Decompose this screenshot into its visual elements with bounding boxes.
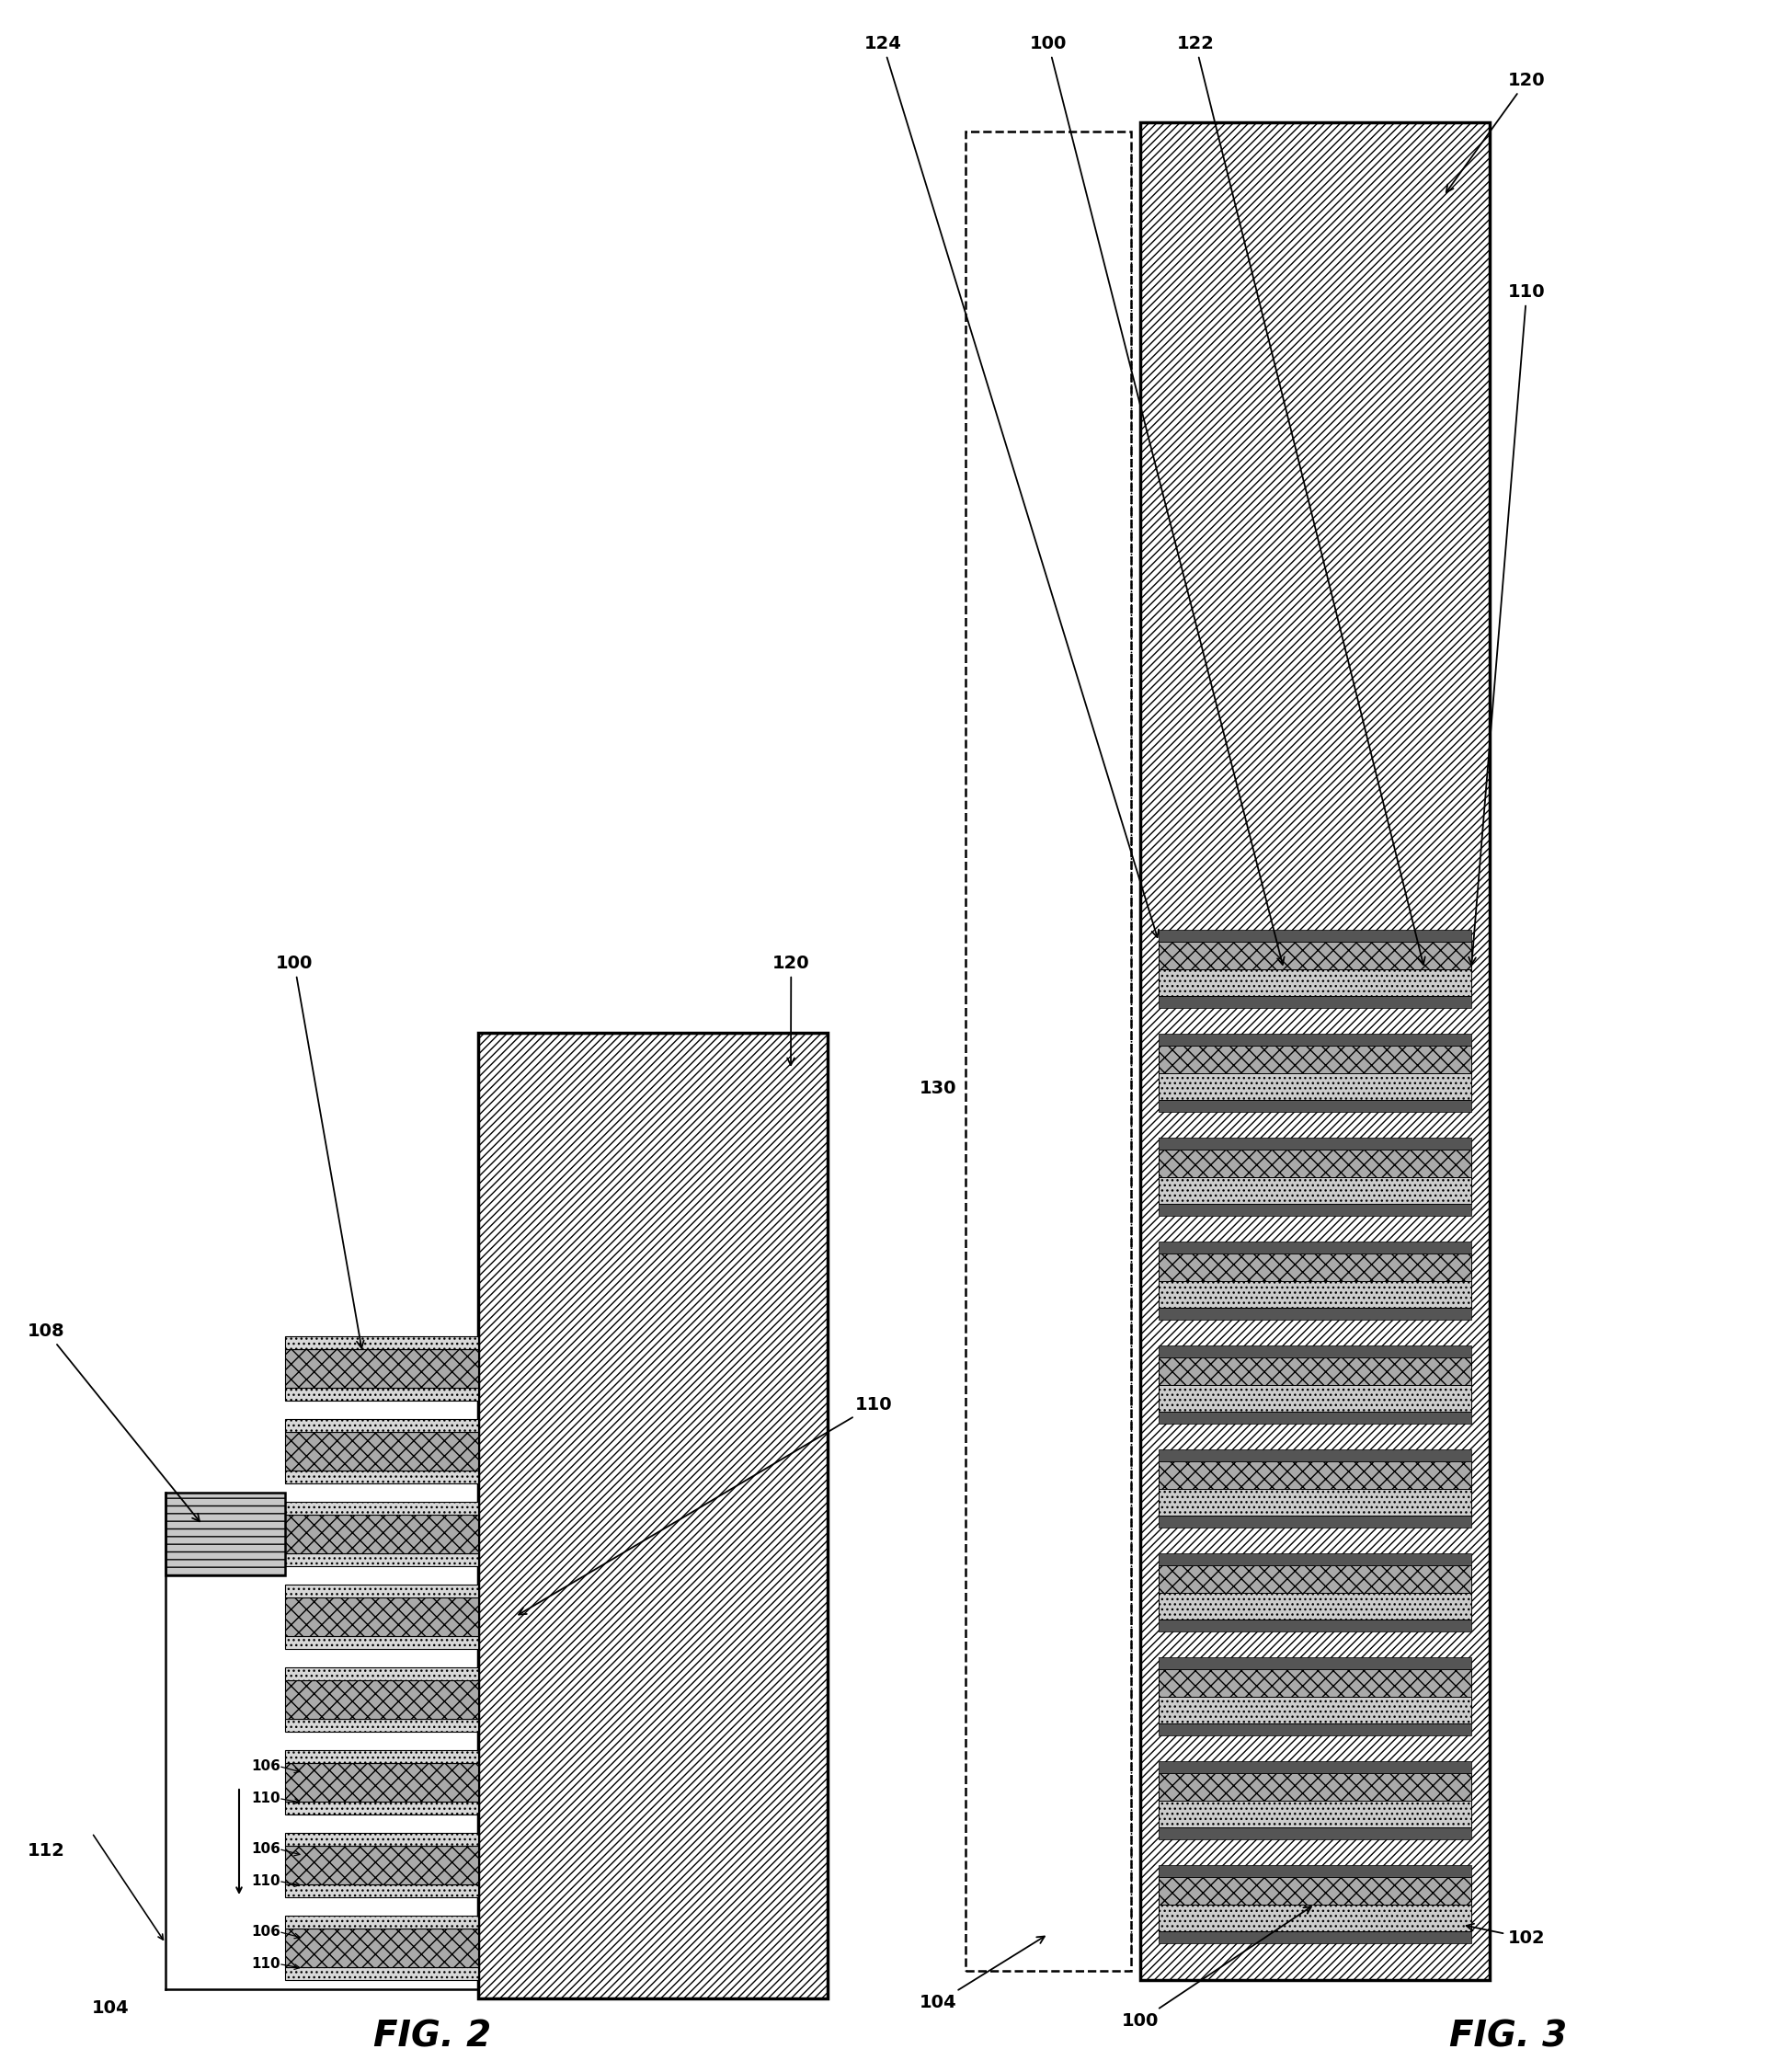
Bar: [285, 1917, 478, 1929]
Bar: [1157, 1761, 1471, 1774]
Bar: [1157, 1204, 1471, 1216]
Bar: [285, 1929, 478, 1966]
Bar: [1157, 1724, 1471, 1736]
Bar: [1157, 1668, 1471, 1697]
Bar: [1157, 1384, 1471, 1411]
Bar: [285, 1680, 478, 1720]
Bar: [478, 1032, 827, 1997]
Text: 100: 100: [1029, 35, 1284, 966]
Bar: [1157, 1073, 1471, 1100]
Bar: [285, 1720, 478, 1732]
Bar: [285, 1637, 478, 1649]
Bar: [1157, 1564, 1471, 1593]
Bar: [166, 1492, 285, 1575]
Bar: [285, 1966, 478, 1981]
Bar: [285, 1336, 478, 1349]
Text: 106: 106: [251, 1925, 280, 1939]
Bar: [285, 1883, 478, 1898]
Text: 110: 110: [519, 1397, 892, 1614]
Bar: [1157, 1904, 1471, 1931]
Bar: [1157, 1931, 1471, 1944]
Bar: [1157, 1697, 1471, 1724]
Bar: [285, 1751, 478, 1763]
Bar: [1157, 1254, 1471, 1280]
Bar: [1157, 1450, 1471, 1461]
Text: 102: 102: [1466, 1923, 1544, 1948]
Bar: [285, 1598, 478, 1637]
Bar: [1157, 1865, 1471, 1877]
Bar: [1157, 1177, 1471, 1204]
Bar: [1157, 1241, 1471, 1254]
Bar: [285, 1349, 478, 1388]
Text: 108: 108: [27, 1322, 200, 1521]
Text: 110: 110: [251, 1875, 280, 1888]
Bar: [1139, 122, 1489, 1981]
Bar: [1157, 1828, 1471, 1840]
Text: 110: 110: [1467, 284, 1544, 963]
Bar: [1157, 1801, 1471, 1828]
Bar: [1157, 1877, 1471, 1904]
Bar: [1157, 1046, 1471, 1073]
Bar: [285, 1846, 478, 1883]
Bar: [1157, 1658, 1471, 1668]
Bar: [1157, 930, 1471, 941]
Bar: [285, 1763, 478, 1803]
Bar: [1157, 1620, 1471, 1631]
Text: 110: 110: [251, 1958, 280, 1970]
Bar: [1157, 1100, 1471, 1113]
Text: 104: 104: [918, 1937, 1045, 2012]
Text: 130: 130: [918, 1080, 956, 1096]
Text: 104: 104: [93, 1999, 128, 2016]
Text: 100: 100: [1122, 1906, 1311, 2031]
Bar: [1157, 941, 1471, 970]
Bar: [965, 131, 1130, 1970]
Bar: [285, 1515, 478, 1554]
Text: 110: 110: [251, 1792, 280, 1805]
Bar: [1157, 1034, 1471, 1046]
Bar: [1157, 1517, 1471, 1527]
Bar: [1157, 1554, 1471, 1564]
Bar: [1157, 1138, 1471, 1150]
Bar: [285, 1388, 478, 1401]
Bar: [285, 1471, 478, 1484]
Text: 106: 106: [251, 1842, 280, 1857]
Text: FIG. 3: FIG. 3: [1448, 2018, 1565, 2053]
Text: 112: 112: [27, 1842, 66, 1861]
Bar: [1157, 1357, 1471, 1384]
Bar: [1157, 1461, 1471, 1488]
Bar: [1157, 970, 1471, 997]
Bar: [1157, 1345, 1471, 1357]
Text: 106: 106: [251, 1759, 280, 1774]
Bar: [1157, 1488, 1471, 1517]
Bar: [285, 1554, 478, 1566]
Text: FIG. 2: FIG. 2: [373, 2018, 490, 2053]
Text: 120: 120: [772, 955, 809, 1065]
Bar: [1157, 997, 1471, 1007]
Bar: [285, 1803, 478, 1815]
Bar: [1157, 1774, 1471, 1801]
Bar: [1157, 1280, 1471, 1307]
Bar: [285, 1502, 478, 1515]
Bar: [285, 1432, 478, 1471]
Bar: [285, 1668, 478, 1680]
Bar: [1157, 1307, 1471, 1320]
Text: 122: 122: [1177, 35, 1425, 966]
Bar: [285, 1419, 478, 1432]
Bar: [285, 1834, 478, 1846]
Bar: [1157, 1593, 1471, 1620]
Text: 100: 100: [276, 955, 364, 1349]
Bar: [285, 1585, 478, 1598]
Bar: [1157, 1150, 1471, 1177]
Text: 124: 124: [863, 35, 1157, 937]
Bar: [1157, 1411, 1471, 1423]
Text: 120: 120: [1446, 73, 1544, 193]
